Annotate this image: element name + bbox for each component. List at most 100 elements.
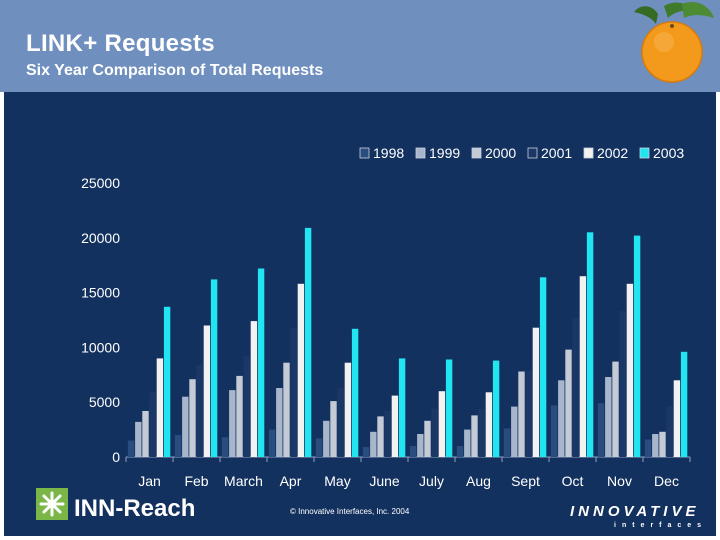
bar-2002-July [438, 391, 446, 457]
y-tick-label: 15000 [81, 285, 120, 301]
bar-1999-June [370, 431, 377, 457]
bar-2002-March [250, 321, 258, 457]
bar-1999-July [417, 434, 424, 457]
x-tick-label: May [324, 473, 350, 489]
bar-2003-June [398, 358, 406, 457]
bar-2003-July [445, 359, 453, 457]
legend-label-2000: 2000 [485, 145, 516, 161]
bar-2000-Nov [612, 361, 619, 457]
x-tick-label: Dec [654, 473, 679, 489]
bar-1999-Nov [605, 377, 612, 457]
bar-1999-Aug [464, 429, 471, 457]
bar-1998-Apr [268, 429, 276, 457]
legend-label-2002: 2002 [597, 145, 628, 161]
bar-2002-Jan [156, 358, 164, 457]
bar-2003-Aug [492, 360, 500, 457]
bar-2002-May [344, 362, 352, 457]
x-tick-label: Nov [607, 473, 632, 489]
bar-2001-March [243, 356, 250, 457]
x-tick-label: July [419, 473, 444, 489]
bar-1998-Dec [644, 439, 652, 457]
bar-2001-June [384, 411, 391, 457]
bar-1998-Jan [127, 440, 135, 457]
legend-swatch-2000 [471, 147, 482, 159]
legend-label-1998: 1998 [373, 145, 404, 161]
y-tick-label: 0 [112, 449, 120, 465]
bar-2001-Sept [525, 370, 532, 457]
bar-2003-Oct [586, 232, 594, 457]
bar-2001-Oct [572, 317, 579, 457]
legend-swatch-1999 [415, 147, 426, 159]
bar-1998-Sept [503, 428, 511, 457]
bar-2000-Oct [565, 349, 572, 457]
bar-2002-June [391, 395, 399, 457]
bar-2000-Jan [142, 411, 149, 457]
x-tick-label: Sept [511, 473, 540, 489]
legend-swatch-1998 [359, 147, 370, 159]
y-tick-label: 10000 [81, 339, 120, 355]
legend-swatch-2002 [583, 147, 594, 159]
bar-1998-March [221, 437, 229, 457]
chart-panel: 0 5000 10000 15000 20000 25000 Jan Feb March Apr M… [4, 92, 716, 536]
bar-1999-Feb [182, 396, 189, 457]
legend-label-2001: 2001 [541, 145, 572, 161]
header-bar: LINK+ Requests Six Year Comparison of To… [0, 0, 720, 92]
bar-1999-Oct [558, 380, 565, 457]
bar-1998-July [409, 446, 417, 457]
bar-1998-Nov [597, 403, 605, 457]
bar-1998-Aug [456, 446, 464, 457]
bar-2003-Sept [539, 277, 547, 457]
legend-swatch-2003 [639, 147, 650, 159]
bar-2000-Dec [659, 431, 666, 457]
bar-2001-Nov [619, 311, 626, 457]
bar-2002-Oct [579, 276, 587, 457]
bar-2002-Feb [203, 325, 211, 457]
bar-2002-Nov [626, 283, 634, 457]
bar-2003-Nov [633, 235, 641, 457]
x-tick-label: Aug [466, 473, 491, 489]
bar-2002-Aug [485, 392, 493, 457]
bar-1998-Feb [174, 435, 182, 457]
inn-reach-logo-text: INN-Reach [74, 495, 195, 522]
legend-label-2003: 2003 [653, 145, 684, 161]
bar-2003-May [351, 328, 359, 457]
legend-label-1999: 1999 [429, 145, 460, 161]
bar-1999-Dec [652, 434, 659, 457]
company-logo-line1: INNOVATIVE [570, 503, 699, 520]
bar-2000-Apr [283, 362, 290, 457]
bar-2001-July [431, 408, 438, 457]
bar-1999-Jan [135, 421, 142, 457]
x-tick-label: Feb [184, 473, 208, 489]
bar-1998-June [362, 447, 370, 457]
bar-2000-Sept [518, 371, 525, 457]
bar-2003-Apr [304, 227, 312, 457]
bar-1998-Oct [550, 405, 558, 457]
x-tick-label: Oct [562, 473, 584, 489]
bar-chart: 0 5000 10000 15000 20000 25000 Jan Feb March Apr M… [81, 145, 691, 489]
legend-swatch-2001 [527, 147, 538, 159]
bar-2001-Feb [196, 364, 203, 457]
y-tick-label: 20000 [81, 230, 120, 246]
bar-2001-Dec [666, 406, 673, 457]
x-tick-label: June [369, 473, 400, 489]
bar-2002-Apr [297, 283, 305, 457]
bar-1999-May [323, 420, 330, 457]
bar-2000-Feb [189, 379, 196, 457]
bar-1999-Sept [511, 406, 518, 457]
bar-1998-May [315, 438, 323, 457]
x-tick-label: Jan [138, 473, 161, 489]
slide-subtitle: Six Year Comparison of Total Requests [26, 62, 324, 79]
bar-2001-Aug [478, 408, 485, 457]
bar-2000-Aug [471, 415, 478, 457]
bar-2000-June [377, 416, 384, 457]
orange-icon [634, 1, 714, 83]
bar-2000-July [424, 420, 431, 457]
bar-2001-Apr [290, 327, 297, 457]
bar-2003-Dec [680, 351, 688, 457]
bar-2003-March [257, 268, 265, 457]
bar-2002-Sept [532, 327, 540, 457]
bar-2002-Dec [673, 380, 681, 457]
bar-1999-March [229, 390, 236, 457]
company-logo-line2: interfaces [614, 522, 707, 529]
bar-2000-March [236, 375, 243, 457]
